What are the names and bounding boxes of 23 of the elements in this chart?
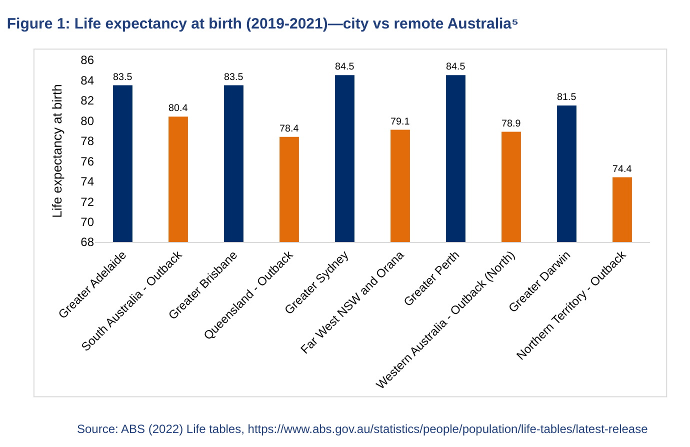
y-tick-label: 70 (80, 214, 94, 229)
data-label: 78.4 (280, 123, 300, 134)
y-tick-label: 82 (80, 94, 94, 108)
data-label: 80.4 (168, 103, 188, 114)
y-tick-label: 84 (80, 73, 94, 88)
source-note: Source: ABS (2022) Life tables, https://www.abs.gov.au/statistics/people/population/life-tables/latest-release (77, 422, 648, 436)
y-tick-label: 68 (80, 235, 94, 250)
data-label: 79.1 (390, 116, 410, 128)
y-tick-label: 80 (80, 114, 94, 128)
y-tick-label: 78 (80, 134, 94, 148)
y-axis-title: Life expectancy at birth (50, 84, 65, 218)
data-label: 83.5 (224, 72, 244, 83)
data-label: 83.5 (113, 72, 133, 83)
data-label: 84.5 (335, 62, 355, 73)
y-tick-label: 86 (80, 53, 94, 68)
data-label: 84.5 (446, 62, 466, 73)
data-label: 78.9 (502, 118, 521, 130)
y-tick-label: 76 (80, 154, 94, 168)
y-tick-label: 72 (80, 194, 94, 209)
data-label: 81.5 (557, 92, 577, 104)
data-label: 74.4 (612, 164, 632, 175)
chart-title: Figure 1: Life expectancy at birth (2019-2021)—city vs remote Australia⁵ (6, 15, 519, 32)
y-tick-label: 74 (80, 174, 94, 189)
